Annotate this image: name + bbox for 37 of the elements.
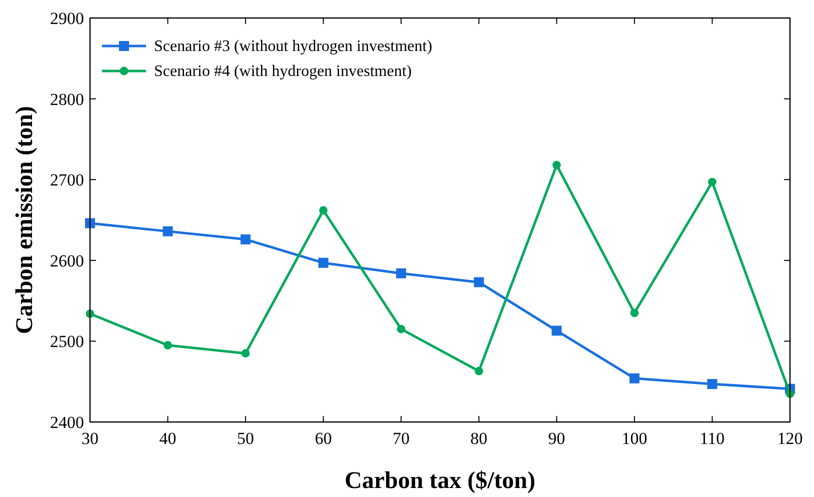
y-tick-label: 2600: [50, 251, 84, 270]
legend-label: Scenario #3 (without hydrogen investment): [154, 38, 432, 55]
point: [552, 326, 562, 336]
x-tick-label: 100: [622, 429, 648, 448]
point: [319, 206, 328, 215]
point: [85, 218, 95, 228]
point: [707, 379, 718, 390]
y-tick-label: 2900: [50, 9, 84, 28]
x-tick-label: 60: [314, 429, 332, 448]
x-tick-label: 50: [237, 429, 254, 448]
legend-label: Scenario #4 (with hydrogen investment): [154, 63, 412, 80]
x-tick-label: 30: [82, 429, 98, 448]
point: [318, 258, 328, 268]
y-axis-title: Carbon emission (ton): [12, 106, 38, 334]
point: [162, 226, 173, 236]
y-tick-label: 2400: [50, 413, 84, 432]
y-tick-label: 2700: [50, 170, 84, 190]
x-tick-label: 120: [777, 429, 803, 448]
point: [474, 366, 484, 376]
x-tick-label: 70: [392, 429, 410, 448]
x-tick-label: 80: [470, 429, 488, 448]
x-tick-label: 110: [700, 429, 725, 448]
point: [396, 268, 406, 278]
point: [241, 349, 250, 358]
point: [164, 341, 172, 350]
x-tick-label: 90: [548, 429, 566, 448]
point: [240, 234, 251, 244]
point: [474, 277, 484, 288]
point: [629, 373, 640, 384]
y-tick-label: 2500: [50, 332, 84, 352]
point: [396, 324, 406, 334]
point: [552, 160, 561, 170]
y-tick-label: 2800: [50, 90, 84, 109]
point: [630, 308, 639, 318]
x-axis-title: Carbon tax ($/ton): [344, 468, 536, 494]
point: [708, 178, 716, 186]
x-tick-label: 40: [159, 429, 176, 448]
